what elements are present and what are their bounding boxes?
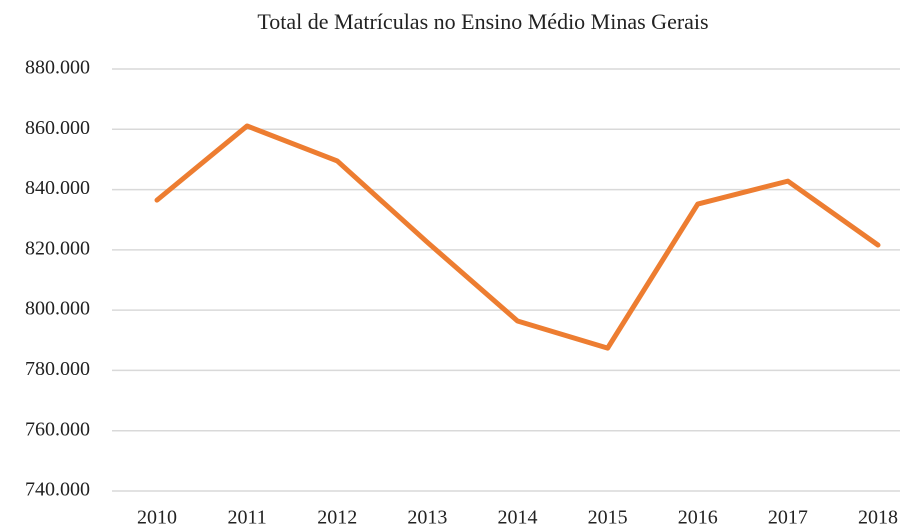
x-tick-label: 2018	[858, 507, 898, 529]
y-tick-label: 860.000	[25, 117, 90, 139]
x-tick-label: 2010	[137, 507, 177, 529]
y-tick-label: 740.000	[25, 479, 90, 501]
chart-title: Total de Matrículas no Ensino Médio Mina…	[257, 9, 708, 34]
y-tick-label: 800.000	[25, 298, 90, 320]
x-tick-label: 2011	[227, 507, 266, 529]
y-tick-label: 820.000	[25, 237, 90, 259]
data-line	[154, 123, 881, 351]
y-tick-label: 840.000	[25, 177, 90, 199]
x-tick-label: 2014	[498, 507, 538, 529]
x-tick-label: 2016	[678, 507, 718, 529]
y-tick-label: 880.000	[25, 57, 90, 79]
x-tick-label: 2012	[317, 507, 357, 529]
x-tick-label: 2013	[407, 507, 447, 529]
y-tick-label: 780.000	[25, 358, 90, 380]
x-tick-label: 2015	[588, 507, 628, 529]
x-tick-label: 2017	[768, 507, 808, 529]
y-tick-label: 760.000	[25, 418, 90, 440]
